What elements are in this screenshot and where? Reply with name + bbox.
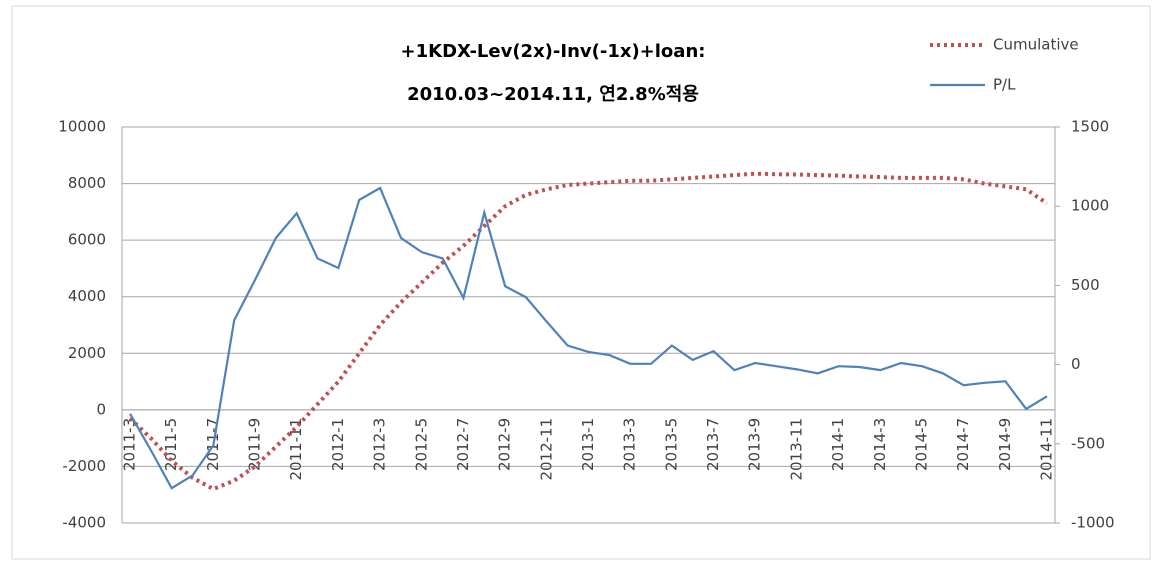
chart-title: +1KDX-Lev(2x)-Inv(-1x)+loan: [401,41,706,62]
x-tick-label: 2013-9 [746,418,764,471]
y2-tick-label: 0 [1071,355,1081,373]
x-tick-label: 2012-11 [537,418,555,481]
series-line [128,171,1049,492]
x-tick-label: 2014-3 [871,418,889,471]
x-tick-label: 2012-1 [329,418,347,471]
x-tick-label: 2011-5 [162,418,180,471]
x-tick-label: 2011-11 [287,418,305,481]
y2-tick-label: 500 [1071,276,1100,294]
x-tick-label: 2013-7 [704,418,722,471]
legend-label: Cumulative [993,36,1079,54]
y-tick-label: 2000 [68,344,106,362]
x-tick-label: 2014-1 [829,418,847,471]
x-tick-label: 2012-9 [496,418,514,471]
y2-tick-label: 1000 [1071,197,1109,215]
chart-title: 2010.03~2014.11, 연2.8%적용 [407,84,699,105]
y-tick-label: 4000 [68,287,106,305]
y2-tick-label: 1500 [1071,118,1109,136]
y2-tick-label: -500 [1071,434,1105,452]
x-tick-label: 2013-1 [579,418,597,471]
x-tick-label: 2011-9 [246,418,264,471]
y2-tick-label: -1000 [1071,514,1115,532]
x-tick-label: 2013-5 [662,418,680,471]
x-tick-label: 2014-7 [954,418,972,471]
x-tick-label: 2012-5 [412,418,430,471]
y-tick-label: -2000 [62,457,106,475]
y-tick-label: 8000 [68,174,106,192]
series-line [129,186,1048,490]
x-tick-label: 2013-11 [787,418,805,481]
x-tick-label: 2012-7 [454,418,472,471]
y-tick-label: 0 [96,400,106,418]
y-tick-label: 10000 [58,118,106,136]
x-tick-label: 2014-9 [996,418,1014,471]
x-tick-label: 2014-5 [912,418,930,471]
y-tick-label: 6000 [68,231,106,249]
x-tick-label: 2014-11 [1038,418,1056,481]
x-tick-label: 2012-3 [371,418,389,471]
x-tick-label: 2013-3 [621,418,639,471]
x-tick-label: 2011-3 [121,418,139,471]
legend-label: P/L [993,76,1016,94]
y-tick-label: -4000 [62,514,106,532]
